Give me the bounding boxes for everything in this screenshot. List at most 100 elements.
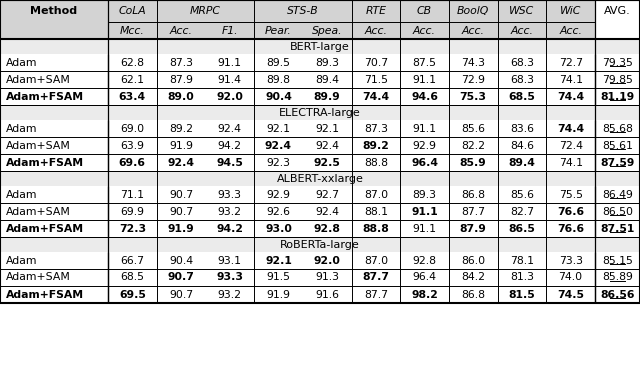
Text: 89.2: 89.2	[362, 140, 389, 151]
Text: ELECTRA-large: ELECTRA-large	[279, 107, 361, 117]
Text: 87.3: 87.3	[169, 58, 193, 68]
Text: 92.9: 92.9	[413, 140, 436, 151]
Text: Adam+FSAM: Adam+FSAM	[6, 158, 84, 168]
Text: Adam+SAM: Adam+SAM	[6, 75, 71, 84]
Text: 74.3: 74.3	[461, 58, 485, 68]
Text: 93.2: 93.2	[218, 289, 242, 300]
Text: 91.1: 91.1	[218, 58, 242, 68]
Text: 89.4: 89.4	[315, 75, 339, 84]
Text: 90.4: 90.4	[169, 256, 193, 266]
Text: Adam+SAM: Adam+SAM	[6, 273, 71, 282]
Text: Adam: Adam	[6, 256, 38, 266]
Text: 69.6: 69.6	[119, 158, 146, 168]
Text: 87.7: 87.7	[362, 273, 389, 282]
Text: 72.4: 72.4	[559, 140, 582, 151]
Text: 69.5: 69.5	[119, 289, 146, 300]
Text: 62.1: 62.1	[120, 75, 145, 84]
Text: 93.2: 93.2	[218, 207, 242, 217]
Text: F1.: F1.	[221, 26, 238, 35]
Text: 89.0: 89.0	[168, 91, 195, 102]
Text: 85.15: 85.15	[602, 256, 633, 266]
Text: 92.1: 92.1	[265, 256, 292, 266]
Text: Adam+FSAM: Adam+FSAM	[6, 91, 84, 102]
Text: 92.4: 92.4	[168, 158, 195, 168]
Text: Method: Method	[31, 6, 77, 16]
Text: 87.3: 87.3	[364, 123, 388, 133]
Text: 89.3: 89.3	[413, 189, 436, 200]
Text: 74.5: 74.5	[557, 289, 584, 300]
Text: Adam: Adam	[6, 58, 38, 68]
Text: 62.8: 62.8	[120, 58, 145, 68]
Text: RTE: RTE	[365, 6, 387, 16]
Text: 91.1: 91.1	[413, 75, 436, 84]
Text: RoBERTa-large: RoBERTa-large	[280, 240, 360, 249]
Text: Adam+FSAM: Adam+FSAM	[6, 224, 84, 233]
Text: 92.0: 92.0	[314, 256, 340, 266]
Text: 94.2: 94.2	[218, 140, 242, 151]
Text: 87.9: 87.9	[460, 224, 486, 233]
Text: AVG.: AVG.	[604, 6, 631, 16]
Text: 68.3: 68.3	[510, 58, 534, 68]
Text: 89.8: 89.8	[266, 75, 291, 84]
Text: 92.6: 92.6	[266, 207, 291, 217]
Text: 92.7: 92.7	[315, 189, 339, 200]
Text: CB: CB	[417, 6, 432, 16]
Text: 85.89: 85.89	[602, 273, 633, 282]
Text: 84.6: 84.6	[510, 140, 534, 151]
Text: 85.61: 85.61	[602, 140, 633, 151]
Text: CoLA: CoLA	[118, 6, 146, 16]
Text: BoolQ: BoolQ	[457, 6, 490, 16]
Text: 88.8: 88.8	[362, 224, 389, 233]
Text: Adam+SAM: Adam+SAM	[6, 140, 71, 151]
Text: 91.1: 91.1	[413, 224, 436, 233]
Text: 94.6: 94.6	[411, 91, 438, 102]
Text: Acc.: Acc.	[511, 26, 534, 35]
Text: 75.3: 75.3	[460, 91, 487, 102]
Text: 89.5: 89.5	[266, 58, 291, 68]
Text: 94.5: 94.5	[216, 158, 243, 168]
Text: 92.1: 92.1	[266, 123, 291, 133]
Text: 86.0: 86.0	[461, 256, 485, 266]
Text: 63.9: 63.9	[120, 140, 145, 151]
Text: 81.3: 81.3	[510, 273, 534, 282]
Text: 74.4: 74.4	[557, 91, 584, 102]
Text: 90.7: 90.7	[169, 207, 193, 217]
Text: 68.5: 68.5	[509, 91, 536, 102]
Text: 86.8: 86.8	[461, 189, 485, 200]
Text: 89.3: 89.3	[315, 58, 339, 68]
Text: 91.1: 91.1	[413, 123, 436, 133]
Text: 76.6: 76.6	[557, 207, 584, 217]
Text: 91.6: 91.6	[315, 289, 339, 300]
Text: 94.2: 94.2	[216, 224, 243, 233]
Text: 90.7: 90.7	[169, 189, 193, 200]
Text: 92.8: 92.8	[314, 224, 340, 233]
Text: 68.5: 68.5	[120, 273, 145, 282]
Text: Acc.: Acc.	[461, 26, 484, 35]
Text: Spea.: Spea.	[312, 26, 342, 35]
Text: 66.7: 66.7	[120, 256, 145, 266]
Text: 71.1: 71.1	[120, 189, 145, 200]
Bar	[0, 0, 595, 39]
Text: 85.6: 85.6	[461, 123, 485, 133]
Text: 88.1: 88.1	[364, 207, 388, 217]
Text: 88.8: 88.8	[364, 158, 388, 168]
Text: MRPC: MRPC	[190, 6, 221, 16]
Text: 92.4: 92.4	[315, 140, 339, 151]
Text: 87.51: 87.51	[600, 224, 635, 233]
Text: 92.9: 92.9	[266, 189, 291, 200]
Text: 69.9: 69.9	[120, 207, 145, 217]
Text: 82.7: 82.7	[510, 207, 534, 217]
Text: Acc.: Acc.	[559, 26, 582, 35]
Text: 89.2: 89.2	[169, 123, 193, 133]
Text: 74.1: 74.1	[559, 75, 582, 84]
Text: 82.2: 82.2	[461, 140, 485, 151]
Text: 92.3: 92.3	[266, 158, 291, 168]
Text: 91.1: 91.1	[411, 207, 438, 217]
Text: 87.0: 87.0	[364, 189, 388, 200]
Text: 87.7: 87.7	[461, 207, 485, 217]
Text: 72.3: 72.3	[119, 224, 146, 233]
Text: 93.3: 93.3	[218, 189, 242, 200]
Text: 87.7: 87.7	[364, 289, 388, 300]
Text: Acc.: Acc.	[170, 26, 193, 35]
Text: Adam: Adam	[6, 189, 38, 200]
